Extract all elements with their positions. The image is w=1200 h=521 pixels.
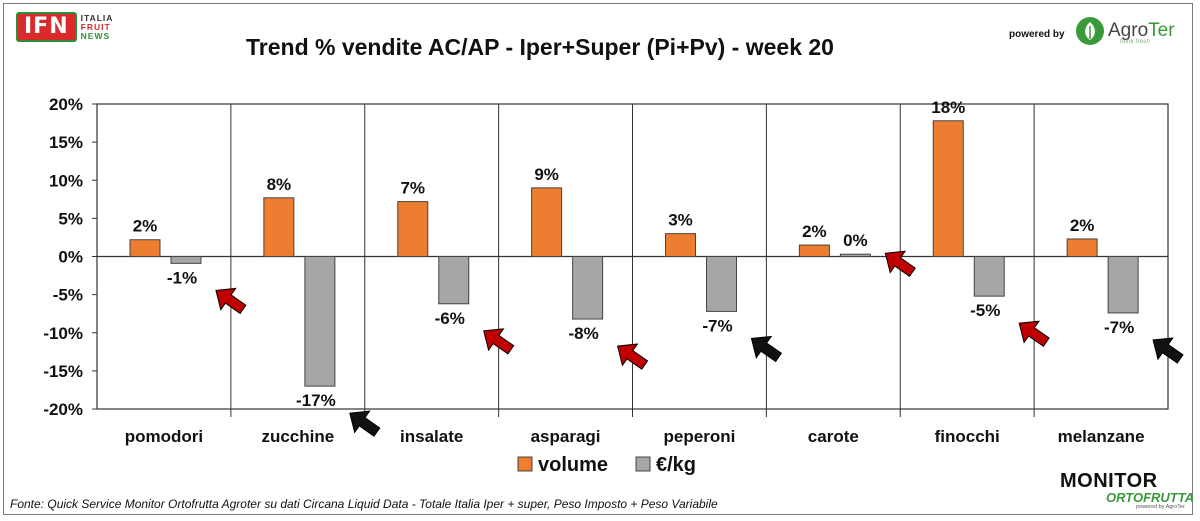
y-tick-label: -5% [53, 286, 83, 305]
category-label: melanzane [1058, 427, 1145, 446]
ifn-logo-line3: NEWS [80, 30, 111, 41]
ifn-logo-line1: ITALIA [80, 12, 114, 23]
y-tick-label: 15% [49, 133, 83, 152]
y-tick-label: -15% [43, 362, 83, 381]
source-note: Fonte: Quick Service Monitor Ortofrutta … [10, 497, 718, 511]
bar-volume [665, 233, 696, 257]
annotation-arrow [349, 410, 381, 437]
data-label-volume: 2% [133, 217, 158, 236]
y-tick-label: -20% [43, 400, 83, 419]
bar-volume [932, 120, 964, 258]
bar-price [1107, 256, 1139, 314]
data-label-volume: 18% [931, 98, 965, 117]
bar-volume [263, 197, 295, 258]
y-tick-label: 20% [49, 95, 83, 114]
bar-volume [1066, 238, 1098, 257]
category-label: zucchine [261, 427, 334, 446]
agroter-name-a: Agro [1108, 20, 1149, 41]
annotation-arrow [616, 343, 649, 370]
y-tick-label: 10% [49, 171, 83, 190]
category-label: peperoni [664, 427, 736, 446]
annotation-arrow [884, 250, 916, 278]
category-label: insalate [400, 427, 463, 446]
bar-price [438, 256, 470, 305]
category-label: carote [808, 427, 859, 446]
bar-price [706, 256, 737, 312]
ifn-logo: IFN ITALIA FRUIT NEWS [16, 12, 113, 42]
category-label: pomodori [125, 427, 203, 446]
bar-price [304, 256, 336, 387]
data-label-price: -1% [167, 268, 197, 287]
bar-volume [531, 187, 563, 257]
bar-price [839, 253, 871, 257]
data-label-volume: 2% [1070, 216, 1095, 235]
bar-volume [397, 201, 429, 258]
bar-price [973, 256, 1005, 297]
category-label: finocchi [935, 427, 1000, 446]
bar-price [170, 256, 202, 264]
data-label-volume: 8% [267, 175, 292, 194]
annotation-arrow [215, 287, 247, 315]
data-label-volume: 7% [400, 179, 425, 198]
annotation-arrow [750, 335, 783, 363]
agroter-logo: AgroTer [1075, 16, 1175, 46]
data-label-price: -7% [1104, 318, 1134, 337]
y-tick-label: -10% [43, 324, 83, 343]
category-label: asparagi [531, 427, 601, 446]
monitor-logo-line3: powered by AgroTer [1136, 504, 1185, 510]
legend-swatch-volume [517, 456, 533, 472]
data-label-price: -6% [435, 309, 465, 328]
monitor-ortofrutta-logo: MONITOR ORTOFRUTTA powered by AgroTer [1060, 471, 1194, 511]
chart-title: Trend % vendite AC/AP - Iper+Super (Pi+P… [246, 34, 834, 60]
legend-label-volume: volume [538, 454, 608, 476]
data-label-price: -5% [970, 301, 1000, 320]
agroter-tagline: think fresh [1120, 38, 1150, 45]
data-label-volume: 2% [802, 222, 827, 241]
data-label-price: 0% [843, 231, 868, 250]
agroter-name-b: Ter [1148, 20, 1175, 41]
legend-swatch-price [635, 456, 651, 472]
annotation-arrow [1018, 320, 1050, 347]
powered-by-label: powered by [1009, 29, 1065, 40]
leaf-icon [1076, 17, 1104, 45]
ifn-logo-text: ITALIA FRUIT NEWS [80, 12, 114, 41]
data-label-volume: 9% [534, 165, 559, 184]
ifn-logo-mark: IFN [16, 12, 77, 42]
annotation-arrow [483, 328, 515, 355]
monitor-logo-line1: MONITOR [1060, 470, 1158, 492]
monitor-logo-line2: ORTOFRUTTA [1106, 490, 1195, 505]
legend-label-price: €/kg [656, 454, 696, 476]
agroter-name: AgroTer [1108, 21, 1175, 41]
ifn-logo-line2: FRUIT [80, 21, 111, 32]
bar-volume [129, 239, 161, 258]
data-label-volume: 3% [668, 211, 693, 230]
annotation-arrow [1152, 337, 1184, 364]
chart-frame [3, 3, 1193, 515]
y-tick-label: 5% [58, 209, 83, 228]
bar-price [572, 256, 604, 320]
y-tick-label: 0% [58, 248, 83, 267]
data-label-price: -7% [702, 316, 732, 335]
bar-volume [798, 244, 830, 257]
data-label-price: -17% [296, 391, 336, 410]
data-label-price: -8% [569, 324, 599, 343]
